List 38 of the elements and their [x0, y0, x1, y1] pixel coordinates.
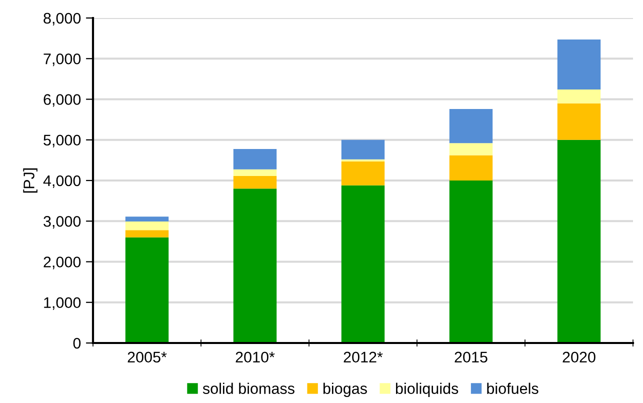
bar: [233, 149, 277, 170]
x-tick-label: 2010*: [236, 352, 275, 363]
x-tick-label: 2012*: [344, 352, 383, 363]
bar: [341, 140, 385, 160]
legend-label: biogas: [323, 382, 367, 397]
y-tick-label: 4,000: [43, 175, 81, 188]
y-tick-label: 1,000: [44, 297, 81, 310]
bar: [449, 143, 493, 156]
y-tick-label: 3,000: [44, 216, 81, 229]
y-tick-label: 6,000: [44, 94, 81, 107]
bar: [125, 216, 169, 222]
x-tick-label: 2015: [454, 352, 488, 363]
bar: [557, 40, 601, 90]
y-tick-label: 5,000: [44, 134, 81, 148]
y-tick-label: 7,000: [44, 53, 81, 66]
bar: [233, 176, 277, 189]
bar: [125, 222, 169, 230]
x-tick-label: 2020: [562, 352, 596, 363]
bar: [557, 90, 601, 104]
bar: [125, 230, 169, 238]
bar: [557, 140, 601, 343]
bar: [341, 161, 385, 186]
y-tick-label: 8,000: [44, 12, 81, 26]
legend-label: bioliquids: [396, 382, 458, 397]
bar: [341, 185, 385, 343]
bar: [125, 237, 169, 343]
bar: [557, 103, 601, 140]
y-axis-title: [PJ]: [23, 168, 38, 193]
y-tick-label: 2,000: [44, 256, 81, 270]
bar: [233, 188, 277, 343]
legend-label: biofuels: [487, 382, 538, 394]
bar: [449, 109, 493, 144]
bar: [233, 169, 277, 176]
legend-label: solid biomass: [202, 382, 294, 394]
bar: [449, 155, 493, 180]
x-tick-label: 2005*: [128, 352, 167, 363]
y-tick-label: 0: [73, 338, 81, 349]
bar: [449, 180, 493, 343]
